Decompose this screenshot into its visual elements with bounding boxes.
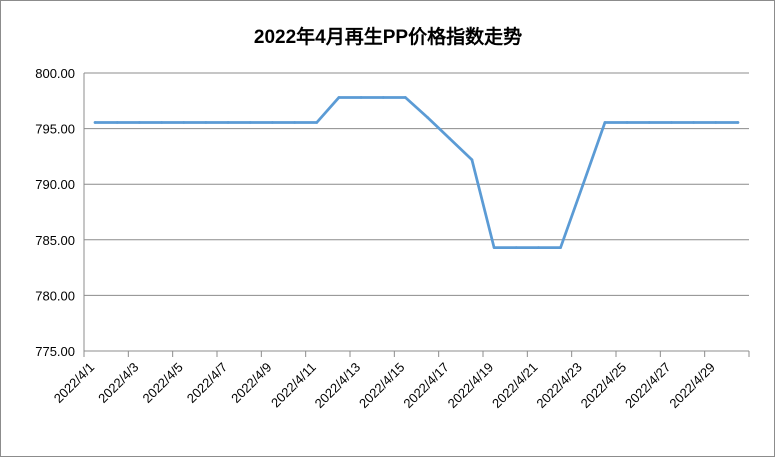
x-tick-label: 2022/4/7 [184, 360, 230, 406]
data-point [359, 96, 363, 99]
data-point [315, 121, 319, 124]
data-point [670, 121, 673, 124]
data-point [736, 121, 740, 124]
x-tick-label: 2022/4/5 [139, 360, 185, 406]
gridlines [84, 72, 749, 296]
data-point [226, 121, 230, 124]
data-point [426, 116, 429, 119]
y-axis-ticks: 775.00 780.00 785.00 790.00 795.00 800.00 [35, 66, 75, 359]
data-point [337, 96, 341, 99]
x-tick-label: 2022/4/3 [95, 360, 141, 406]
data-point [625, 121, 629, 124]
data-point [537, 246, 540, 249]
data-point [271, 121, 274, 124]
data-point [138, 121, 141, 124]
data-point [381, 96, 385, 99]
series-group [93, 96, 740, 249]
y-tick-label: 800.00 [35, 66, 75, 81]
data-point [514, 246, 518, 249]
data-point [581, 184, 585, 187]
x-tick-label: 2022/4/15 [356, 360, 408, 412]
y-tick-label: 785.00 [35, 233, 75, 248]
data-point [248, 121, 252, 124]
x-tick-label: 2022/4/27 [622, 360, 674, 412]
data-point [470, 158, 474, 162]
x-tick-label: 2022/4/25 [578, 360, 630, 412]
data-point [714, 121, 718, 124]
data-point [293, 121, 296, 124]
data-point [93, 121, 97, 124]
x-tick-label: 2022/4/23 [533, 360, 585, 412]
x-tick-label: 2022/4/21 [489, 360, 541, 412]
data-point [160, 121, 163, 124]
x-tick-label: 2022/4/17 [400, 360, 452, 412]
data-point [448, 137, 452, 140]
data-point [692, 121, 695, 124]
y-tick-label: 790.00 [35, 177, 75, 192]
x-tick-label: 2022/4/11 [268, 360, 319, 411]
x-tick-label: 2022/4/13 [312, 360, 364, 412]
x-axis-ticks: 2022/4/12022/4/32022/4/52022/4/72022/4/9… [51, 360, 718, 412]
y-tick-label: 775.00 [35, 344, 75, 359]
x-tick-label: 2022/4/29 [666, 360, 718, 412]
series-line [93, 96, 740, 249]
data-point [404, 96, 407, 99]
axes [83, 73, 750, 357]
y-tick-label: 795.00 [35, 122, 75, 137]
data-point [115, 121, 119, 124]
y-tick-label: 780.00 [35, 288, 75, 303]
chart-title: 2022年4月再生PP价格指数走势 [254, 25, 522, 48]
x-tick-label: 2022/4/19 [445, 360, 497, 412]
data-point [603, 121, 607, 124]
data-point [492, 246, 496, 249]
data-point [182, 121, 186, 124]
x-tick-label: 2022/4/1 [51, 360, 97, 406]
data-point [559, 246, 562, 249]
data-point [204, 121, 208, 124]
data-point [647, 121, 651, 124]
